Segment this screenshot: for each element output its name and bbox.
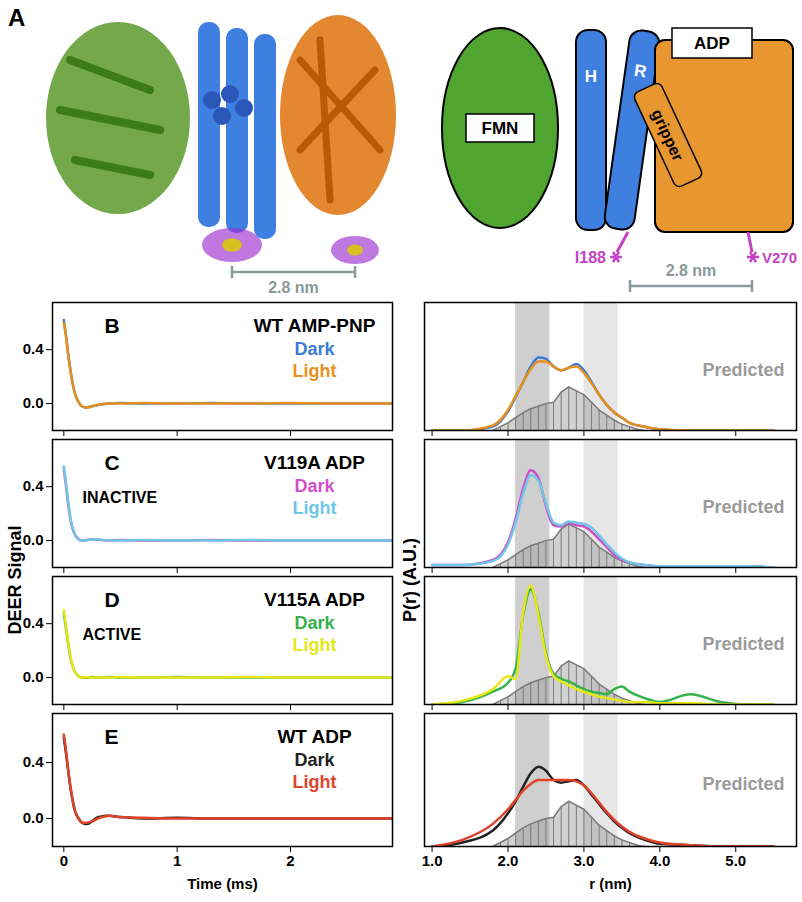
svg-text:INACTIVE: INACTIVE — [83, 489, 158, 506]
svg-text:H: H — [585, 67, 597, 86]
svg-text:Light: Light — [293, 772, 337, 792]
svg-text:0.0: 0.0 — [23, 531, 44, 548]
svg-text:2.0: 2.0 — [498, 852, 519, 869]
svg-text:B: B — [105, 314, 120, 337]
svg-text:Light: Light — [293, 498, 337, 518]
svg-text:r (nm): r (nm) — [589, 875, 632, 892]
svg-text:Dark: Dark — [294, 613, 335, 633]
svg-text:Light: Light — [293, 635, 337, 655]
svg-text:3.0: 3.0 — [573, 852, 594, 869]
svg-text:P(r) (A.U.): P(r) (A.U.) — [400, 538, 420, 622]
svg-text:0.0: 0.0 — [23, 809, 44, 826]
svg-text:Dark: Dark — [294, 339, 335, 359]
svg-text:V270: V270 — [762, 249, 797, 266]
svg-text:1.0: 1.0 — [422, 852, 443, 869]
svg-text:0.0: 0.0 — [23, 394, 44, 411]
svg-text:0.4: 0.4 — [23, 477, 45, 494]
svg-text:I188: I188 — [575, 249, 606, 266]
svg-text:4.0: 4.0 — [649, 852, 670, 869]
svg-text:0.4: 0.4 — [23, 614, 45, 631]
svg-text:Dark: Dark — [294, 476, 335, 496]
svg-text:C: C — [105, 451, 120, 474]
svg-text:ADP: ADP — [694, 34, 730, 53]
svg-text:WT AMP-PNP: WT AMP-PNP — [254, 315, 376, 336]
svg-text:2: 2 — [286, 852, 294, 869]
svg-text:2.8 nm: 2.8 nm — [666, 262, 717, 279]
svg-text:D: D — [105, 588, 120, 611]
svg-text:Time (ms): Time (ms) — [187, 875, 258, 892]
svg-text:Dark: Dark — [294, 750, 335, 770]
svg-text:0.4: 0.4 — [23, 340, 45, 357]
svg-text:V115A ADP: V115A ADP — [264, 589, 365, 610]
svg-text:DEER Signal: DEER Signal — [5, 525, 25, 634]
svg-text:0.4: 0.4 — [23, 753, 45, 770]
svg-text:5.0: 5.0 — [725, 852, 746, 869]
svg-text:V119A ADP: V119A ADP — [264, 452, 365, 473]
svg-text:R: R — [633, 61, 648, 82]
svg-text:gripper: gripper — [648, 107, 687, 164]
svg-text:Predicted: Predicted — [702, 634, 784, 654]
svg-text:Predicted: Predicted — [702, 774, 784, 794]
svg-text:ACTIVE: ACTIVE — [83, 626, 142, 643]
svg-text:Predicted: Predicted — [702, 360, 784, 380]
svg-text:WT ADP: WT ADP — [277, 726, 352, 747]
svg-text:0.0: 0.0 — [23, 668, 44, 685]
svg-text:E: E — [105, 725, 119, 748]
svg-text:Light: Light — [293, 361, 337, 381]
svg-text:A: A — [8, 4, 25, 31]
svg-text:1: 1 — [173, 852, 181, 869]
svg-text:0: 0 — [60, 852, 68, 869]
svg-text:FMN: FMN — [482, 119, 519, 138]
svg-text:Predicted: Predicted — [702, 497, 784, 517]
svg-text:2.8 nm: 2.8 nm — [268, 279, 319, 296]
